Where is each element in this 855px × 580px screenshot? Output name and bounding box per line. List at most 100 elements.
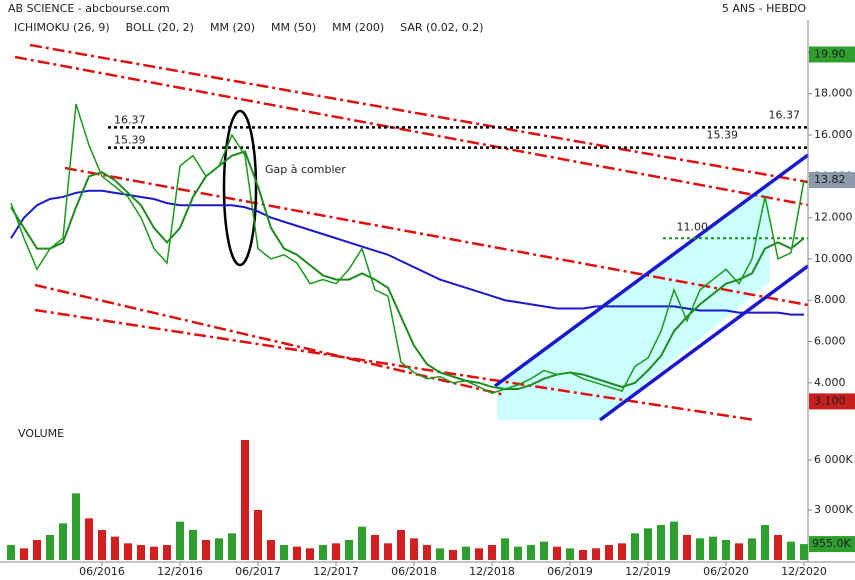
volume-bar	[241, 440, 249, 560]
volume-bar	[345, 540, 353, 560]
volume-bar	[202, 540, 210, 560]
volume-bar	[605, 545, 613, 560]
volume-bar	[319, 545, 327, 560]
volume-bar	[228, 533, 236, 560]
channel-area	[497, 182, 770, 420]
gap-ellipse	[222, 109, 258, 267]
trend-line	[34, 308, 756, 422]
level-value: 16.37	[769, 108, 801, 121]
legend-entry: ICHIMOKU (26, 9)	[14, 21, 110, 34]
volume-bar	[59, 523, 67, 560]
volume-bar	[332, 543, 340, 560]
price-tag	[809, 46, 855, 63]
volume-bar	[683, 535, 691, 560]
price-tag-label: 3.100	[814, 394, 846, 407]
volume-bar	[696, 538, 704, 560]
volume-tag-label: 955.0K	[812, 537, 851, 550]
price-tag	[809, 393, 855, 410]
volume-bar	[176, 521, 184, 560]
series-line	[10, 189, 804, 316]
legend-entry: MM (20)	[210, 21, 255, 34]
volume-bar	[618, 543, 626, 560]
volume-bar	[514, 546, 522, 560]
y-tick-label: 6 000K	[814, 453, 853, 466]
volume-bar	[748, 538, 756, 560]
volume-bar	[72, 493, 80, 560]
volume-bar	[436, 548, 444, 560]
volume-bar	[566, 548, 574, 560]
price-tag	[809, 172, 855, 189]
price-tag-label: 19.90	[814, 47, 846, 60]
volume-bar	[124, 543, 132, 560]
volume-bar	[280, 545, 288, 560]
level-label: 15.39	[114, 134, 146, 147]
chart-title: AB SCIENCE - abcbourse.com	[8, 2, 170, 15]
volume-bar	[709, 536, 717, 560]
volume-bar	[449, 550, 457, 560]
volume-bar	[306, 548, 314, 560]
trend-line	[34, 283, 506, 397]
volume-bar	[397, 530, 405, 560]
y-tick-label: 3 000K	[814, 503, 853, 516]
x-tick-label: 12/2018	[469, 565, 515, 578]
trend-line	[64, 166, 809, 307]
x-tick-label: 06/2019	[547, 565, 593, 578]
x-tick-label: 12/2016	[157, 565, 203, 578]
volume-bar	[85, 518, 93, 560]
y-tick-label: 4.000	[814, 376, 846, 389]
volume-bar	[46, 535, 54, 560]
y-tick-label: 10.000	[814, 252, 853, 265]
y-tick-label: 12.000	[814, 211, 853, 224]
y-tick-label: 18.000	[814, 87, 853, 100]
y-tick-label: 6.000	[814, 335, 846, 348]
volume-bar	[761, 525, 769, 560]
volume-bar	[20, 548, 28, 560]
channel-line	[493, 153, 810, 388]
legend-entry: SAR (0.02, 0.2)	[400, 21, 483, 34]
volume-bar	[540, 541, 548, 560]
x-tick-label: 06/2016	[79, 565, 125, 578]
volume-title: VOLUME	[18, 427, 64, 440]
volume-bar	[189, 530, 197, 560]
annotation: Gap à combler	[265, 163, 346, 176]
volume-bar	[462, 546, 470, 560]
x-tick-label: 06/2018	[391, 565, 437, 578]
volume-bar	[163, 545, 171, 560]
volume-bar	[358, 526, 366, 560]
volume-bar	[293, 546, 301, 560]
volume-tag	[809, 536, 855, 553]
volume-bar	[579, 550, 587, 560]
legend-entry: MM (200)	[332, 21, 384, 34]
volume-bar	[98, 530, 106, 560]
x-tick-label: 06/2017	[235, 565, 281, 578]
volume-bar	[475, 548, 483, 560]
volume-bar	[800, 544, 808, 560]
x-tick-label: 06/2020	[703, 565, 749, 578]
volume-bar	[410, 538, 418, 560]
volume-bar	[657, 525, 665, 560]
y-tick-label: 16.000	[814, 128, 853, 141]
volume-bar	[644, 528, 652, 560]
volume-bar	[722, 540, 730, 560]
volume-bar	[111, 536, 119, 560]
volume-bar	[384, 543, 392, 560]
x-tick-label: 12/2019	[625, 565, 671, 578]
level-label: 16.37	[114, 113, 146, 126]
volume-bar	[33, 540, 41, 560]
chart-subtitle: 5 ANS - HEBDO	[722, 2, 806, 15]
volume-bar	[787, 541, 795, 560]
volume-bar	[150, 546, 158, 560]
volume-bar	[488, 545, 496, 560]
level-value: 11.00	[677, 220, 709, 233]
x-tick-label: 12/2020	[781, 565, 827, 578]
channel-line	[598, 264, 810, 422]
volume-bar	[735, 543, 743, 560]
volume-bar	[371, 535, 379, 560]
legend-entry: BOLL (20, 2)	[126, 21, 194, 34]
volume-bar	[553, 546, 561, 560]
series-line	[10, 150, 805, 391]
trend-lines	[14, 43, 809, 422]
legend-entry: MM (50)	[271, 21, 316, 34]
trend-line	[29, 43, 809, 184]
